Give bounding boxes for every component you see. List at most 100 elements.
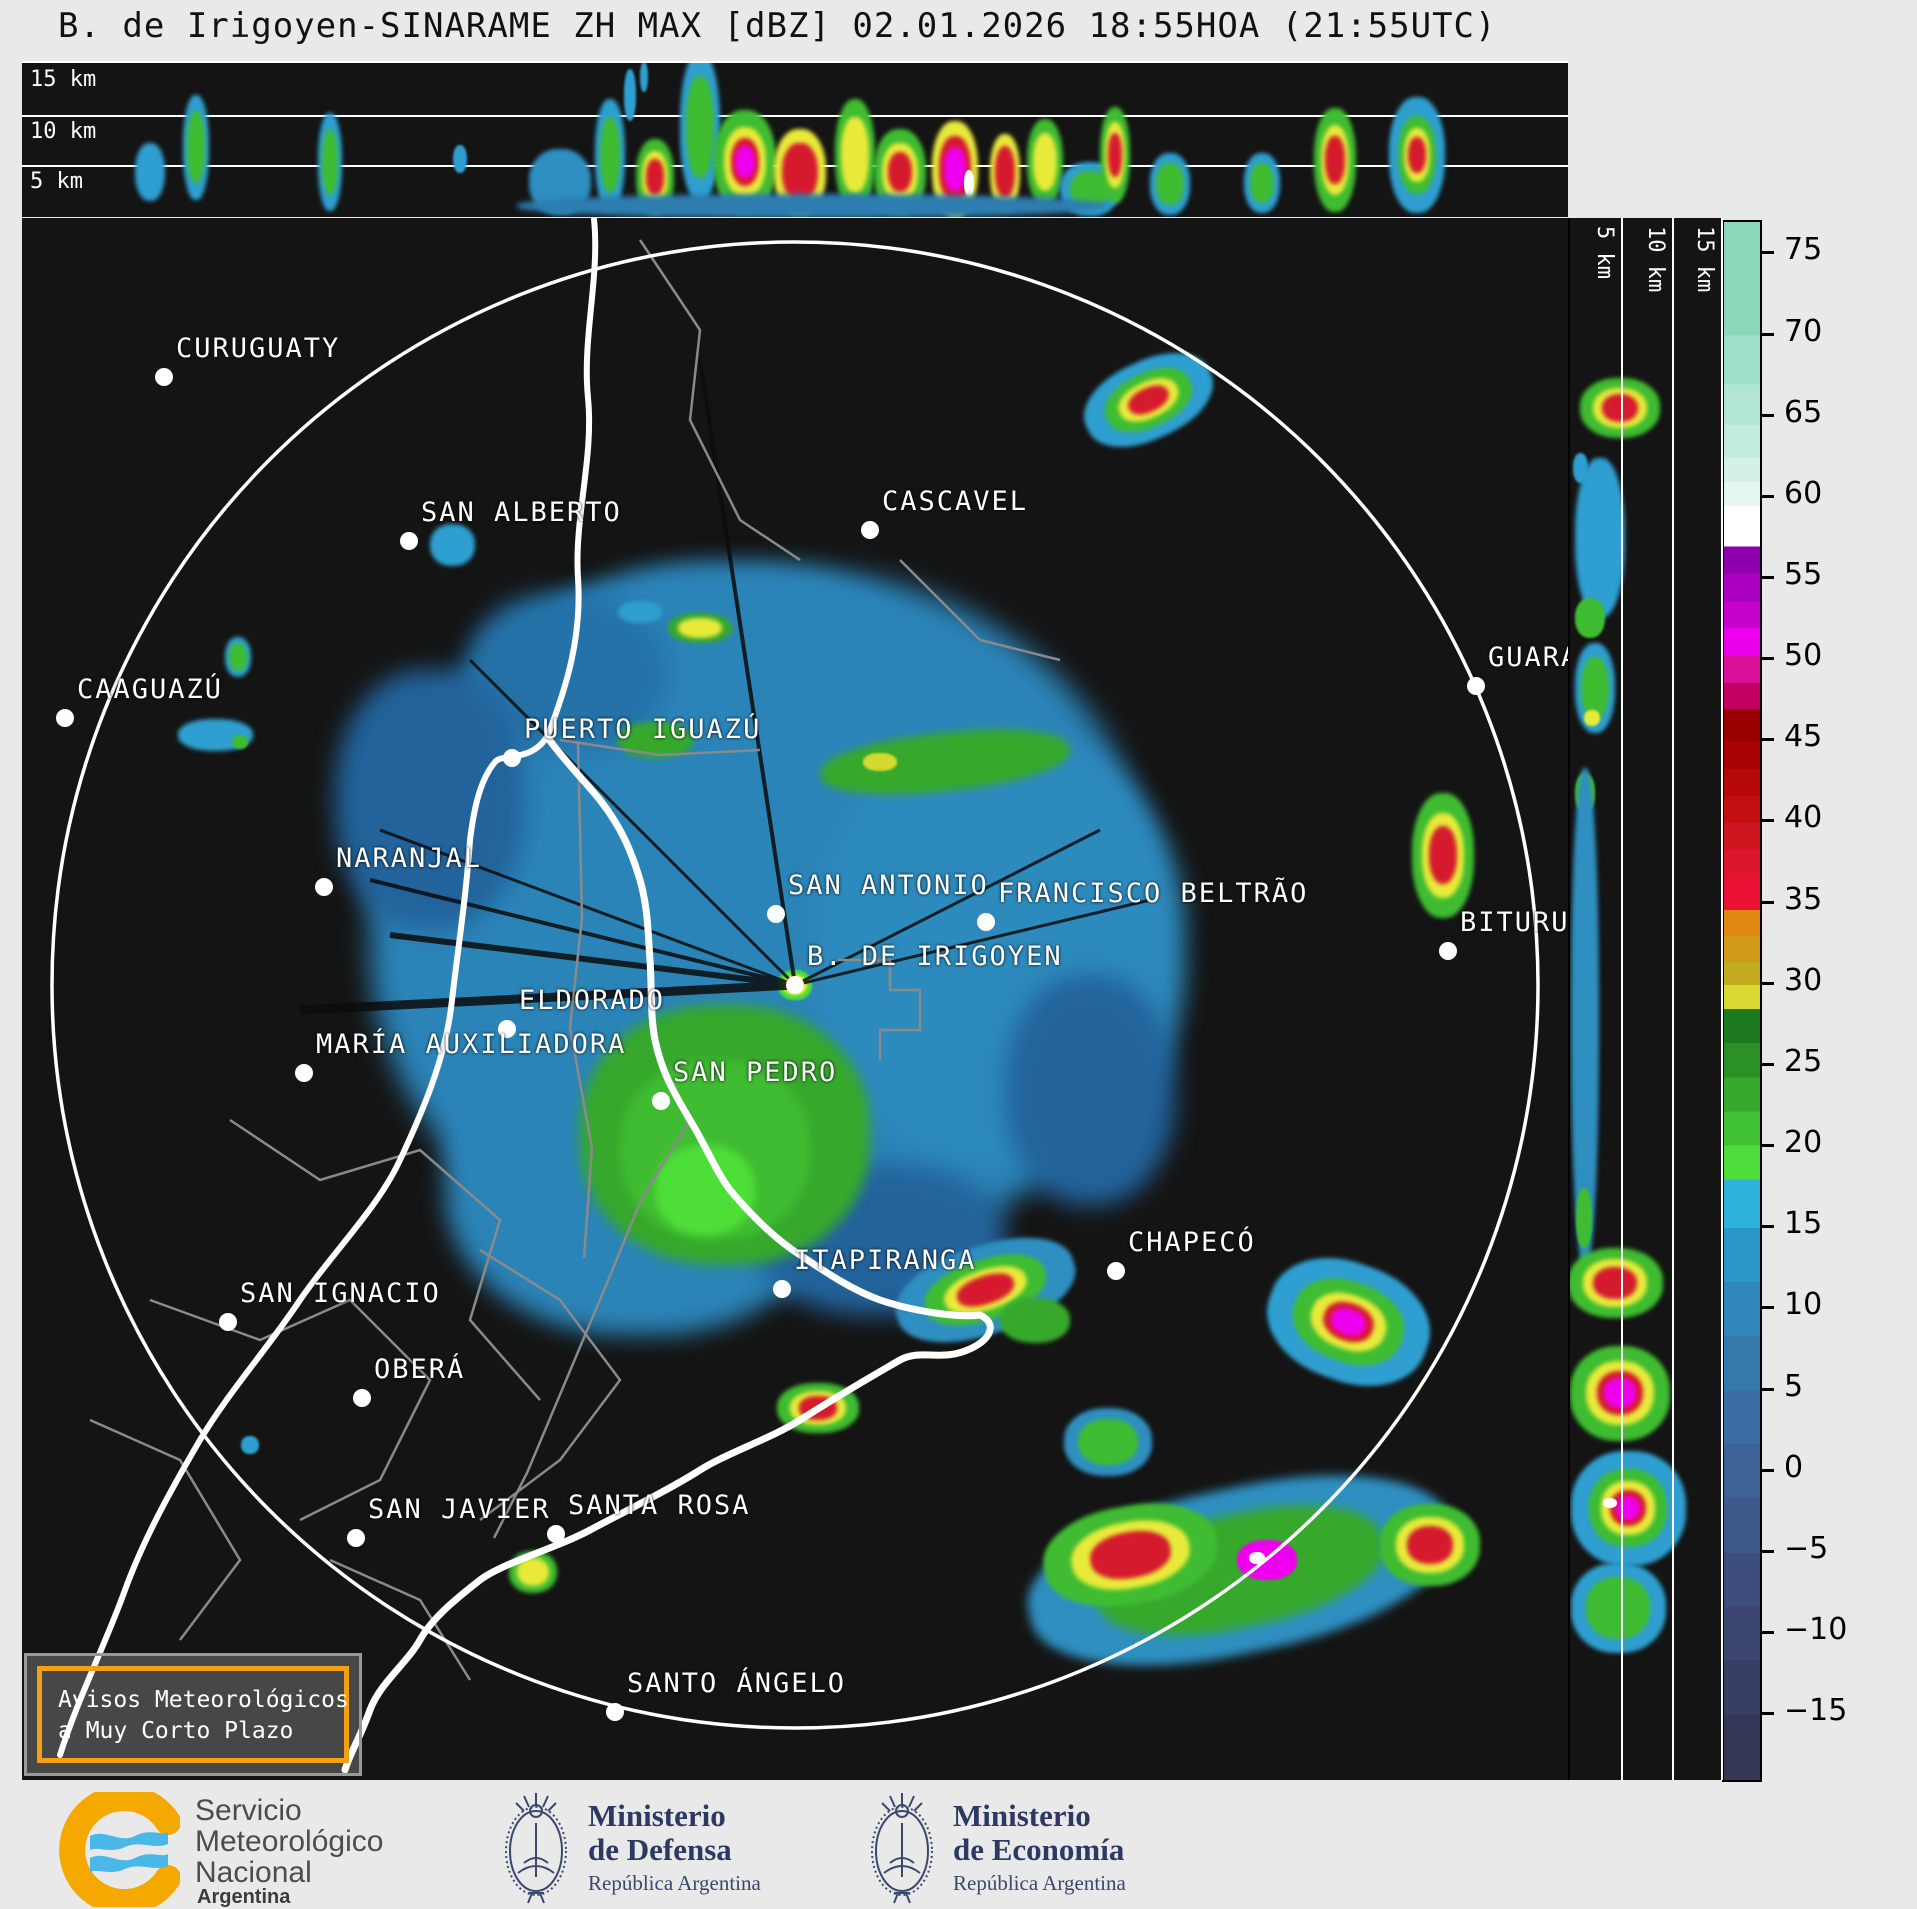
height-label: 15 km xyxy=(30,67,97,92)
colorbar-tick-label: 70 xyxy=(1784,313,1823,349)
reflectivity-echo xyxy=(1576,1188,1592,1248)
reflectivity-echo xyxy=(1570,1248,1663,1318)
echo-layer xyxy=(1249,1552,1265,1564)
colorbar-tick xyxy=(1760,981,1774,985)
echo-layer xyxy=(994,146,1016,198)
colorbar-tick-label: 50 xyxy=(1784,638,1823,674)
reflectivity-echo xyxy=(1412,792,1474,918)
echo-layer xyxy=(1581,657,1609,719)
reflectivity-echo xyxy=(232,735,248,749)
colorbar-tick-label: 55 xyxy=(1784,557,1823,593)
city-label: MARÍA AUXILIADORA xyxy=(316,1029,627,1060)
city-label: SAN PEDRO xyxy=(673,1057,838,1088)
reflectivity-echo xyxy=(1580,378,1660,438)
echo-layer xyxy=(241,1436,259,1454)
echo-layer xyxy=(1408,136,1426,174)
city-label: SAN JAVIER xyxy=(368,1494,551,1525)
echo-layer xyxy=(1000,1297,1070,1343)
city-dot xyxy=(786,976,804,994)
city-dot xyxy=(977,913,995,931)
city-dot xyxy=(773,1280,791,1298)
city-dot xyxy=(353,1389,371,1407)
smn-logo-c-swoosh xyxy=(59,1792,180,1907)
colorbar-tick xyxy=(1760,819,1774,823)
city-label: SAN ALBERTO xyxy=(421,497,622,528)
echo-layer xyxy=(232,735,248,749)
echo-layer xyxy=(1604,1378,1636,1408)
height-label: 15 km xyxy=(1692,226,1717,293)
defensa-emblem xyxy=(505,1793,567,1904)
echo-layer xyxy=(453,145,467,173)
emblem-sun-rays xyxy=(515,1793,557,1818)
colorbar-tick-label: 40 xyxy=(1784,800,1823,836)
height-line xyxy=(1621,218,1623,1780)
reflectivity-echo xyxy=(1064,1408,1152,1476)
echo-layer xyxy=(1585,1577,1651,1639)
reflectivity-echo xyxy=(668,613,732,643)
city-dot xyxy=(1107,1262,1125,1280)
reflectivity-echo xyxy=(335,670,525,930)
river-uruguay-border xyxy=(341,734,994,1774)
city-label: FRANCISCO BELTRÃO xyxy=(998,878,1309,909)
reflectivity-echo xyxy=(835,99,875,211)
colorbar-tick-label: 35 xyxy=(1784,881,1823,917)
colorbar-tick xyxy=(1760,1549,1774,1553)
colorbar-tick xyxy=(1760,494,1774,498)
colorbar-tick xyxy=(1760,413,1774,417)
colorbar-tick-label: −15 xyxy=(1784,1693,1848,1729)
smn-logo-wave-1 xyxy=(90,1832,168,1850)
echo-layer xyxy=(1601,394,1639,422)
city-dot xyxy=(1439,942,1457,960)
echo-layer xyxy=(1406,1526,1454,1564)
reflectivity-echo xyxy=(453,145,467,173)
city-label: CASCAVEL xyxy=(882,486,1029,517)
city-label: SAN IGNACIO xyxy=(240,1278,441,1309)
reflectivity-echo xyxy=(241,1436,259,1454)
echo-layer xyxy=(1593,1266,1637,1300)
colorbar-tick-label: 30 xyxy=(1784,962,1823,998)
city-label: SAN ANTONIO xyxy=(788,870,989,901)
reflectivity-echo xyxy=(1100,107,1130,203)
echo-layer xyxy=(1005,975,1175,1205)
reflectivity-echo xyxy=(1150,153,1190,215)
colorbar-tick xyxy=(1760,1144,1774,1148)
echo-layer xyxy=(187,111,205,183)
echo-layer xyxy=(429,524,475,566)
reflectivity-echo xyxy=(1570,1563,1666,1653)
colorbar-tick-label: 5 xyxy=(1784,1368,1804,1404)
reflectivity-echo xyxy=(595,99,625,211)
smn-logo-wave-2 xyxy=(90,1854,168,1872)
echo-layer xyxy=(678,617,722,639)
reflectivity-echo xyxy=(618,601,662,623)
admin-borders xyxy=(89,239,1061,1681)
beam-blockage-spokes xyxy=(299,359,1151,1015)
city-dot xyxy=(347,1529,365,1547)
reflectivity-echo xyxy=(1244,153,1280,213)
colorbar-tick-label: −5 xyxy=(1784,1530,1829,1566)
defensa-name: Ministerio de Defensa xyxy=(588,1798,732,1867)
echo-layer xyxy=(735,145,755,179)
map-overlay-geography xyxy=(50,218,1540,1774)
echo-layer xyxy=(1575,458,1625,618)
echo-layer xyxy=(1584,710,1600,726)
city-dot xyxy=(606,1703,624,1721)
height-label: 5 km xyxy=(30,169,83,194)
product-title: B. de Irigoyen-SINARAME ZH MAX [dBZ] 02.… xyxy=(58,6,1497,46)
echo-layer xyxy=(1603,1498,1617,1508)
reflectivity-echo xyxy=(964,170,974,196)
echo-layer xyxy=(646,159,664,195)
reflectivity-echo xyxy=(1575,643,1615,733)
echo-layer xyxy=(1156,162,1184,206)
city-label: OBERÁ xyxy=(374,1354,466,1385)
colorbar-tick xyxy=(1760,1062,1774,1066)
city-label: SANTO ÁNGELO xyxy=(627,1668,847,1699)
colorbar-tick xyxy=(1760,332,1774,336)
colorbar-tick xyxy=(1760,900,1774,904)
echo-layer xyxy=(1032,132,1058,192)
reflectivity-echo xyxy=(1584,710,1600,726)
echo-layer xyxy=(686,76,714,178)
colorbar-tick-label: 45 xyxy=(1784,719,1823,755)
defensa-republica: República Argentina xyxy=(588,1871,761,1895)
height-line xyxy=(1672,218,1674,1780)
city-dot xyxy=(861,521,879,539)
